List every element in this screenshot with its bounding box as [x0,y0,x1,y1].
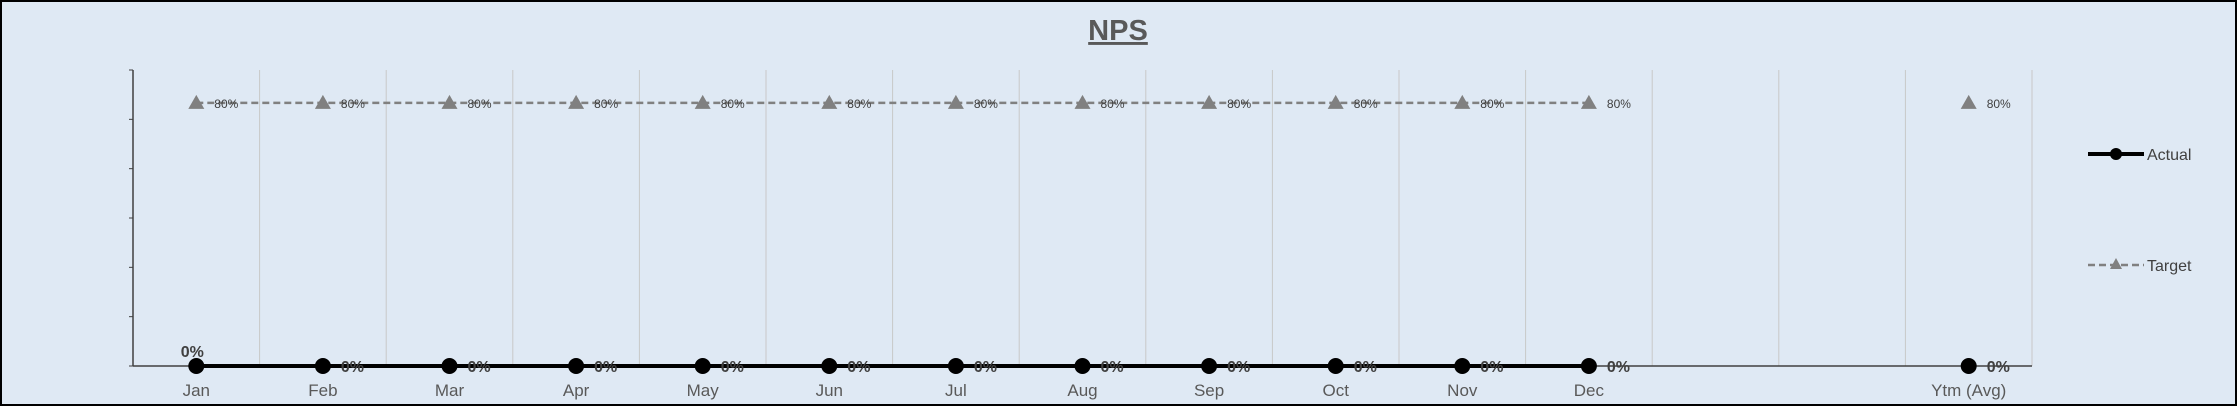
target-data-label: 80% [1607,97,1631,111]
actual-marker [1201,358,1218,374]
actual-marker [1074,358,1091,374]
actual-data-label: 0% [468,359,491,376]
actual-data-label: 0% [1227,359,1250,376]
x-tick-label: Nov [1447,381,1478,400]
target-data-label: 80% [468,97,492,111]
x-tick-label: Oct [1322,381,1349,400]
chart-title: NPS [1088,15,1148,47]
target-data-label: 80% [721,97,745,111]
target-marker [568,94,585,109]
target-marker [1960,94,1977,109]
x-tick-label: Apr [563,381,590,400]
series-actual: 0% 0% 0% 0% 0% 0% 0% 0% 0% 0% 0% 0% 0% [181,344,2010,376]
actual-marker [821,358,838,374]
target-data-label: 80% [1480,97,1504,111]
actual-data-label: 0% [1607,359,1630,376]
actual-data-label: 0% [1354,359,1377,376]
actual-data-label: 0% [1987,359,2010,376]
x-tick-label: Dec [1574,381,1605,400]
x-tick-label: Sep [1194,381,1224,400]
target-data-label: 80% [341,97,365,111]
target-data-label: 80% [847,97,871,111]
x-axis-ticks: Jan Feb Mar Apr May Jun Jul Aug Sep Oct Nov Dec Ytm … [183,381,2007,400]
actual-data-label: 0% [847,359,870,376]
actual-data-label: 0% [181,344,204,361]
x-tick-label: Aug [1067,381,1097,400]
target-marker [1580,94,1597,109]
target-marker [947,94,964,109]
axes [129,69,2032,367]
target-marker [188,94,205,109]
actual-data-label: 0% [1480,359,1503,376]
target-data-label: 80% [974,97,998,111]
legend-target-label: Target [2147,258,2192,275]
x-tick-label: Mar [435,381,465,400]
target-marker [314,94,331,109]
x-tick-label: Feb [308,381,337,400]
target-data-label: 80% [1354,97,1378,111]
actual-marker [1327,358,1344,374]
actual-marker [441,358,458,374]
x-tick-label: May [687,381,720,400]
actual-marker [1454,358,1471,374]
x-tick-label: Jul [945,381,967,400]
legend-actual-label: Actual [2147,147,2191,164]
actual-marker [1960,358,1977,374]
target-marker [821,94,838,109]
actual-marker [1580,358,1597,374]
actual-data-label: 0% [974,359,997,376]
target-marker [1201,94,1218,109]
actual-marker [947,358,964,374]
gridlines [259,70,2033,366]
series-target: 80% 80% 80% 80% 80% 80% 80% 80% 80% 80% 80% 80% 80% [188,94,2011,111]
legend: Actual Target [2088,147,2192,275]
x-tick-label: Jun [816,381,843,400]
actual-data-label: 0% [721,359,744,376]
x-tick-label: Ytm (Avg) [1931,381,2006,400]
actual-marker [314,358,331,374]
actual-marker [188,358,205,374]
target-data-label: 80% [1101,97,1125,111]
target-marker [1074,94,1091,109]
actual-data-label: 0% [341,359,364,376]
target-data-label: 80% [214,97,238,111]
target-marker [694,94,711,109]
legend-actual-marker [2110,148,2122,160]
target-marker [1327,94,1344,109]
legend-target-marker [2110,258,2122,269]
target-marker [441,94,458,109]
x-tick-label: Jan [183,381,210,400]
target-marker [1454,94,1471,109]
actual-data-label: 0% [1101,359,1124,376]
actual-data-label: 0% [594,359,617,376]
target-data-label: 80% [1227,97,1251,111]
actual-marker [568,358,585,374]
target-data-label: 80% [594,97,618,111]
target-data-label: 80% [1987,97,2011,111]
actual-marker [694,358,711,374]
